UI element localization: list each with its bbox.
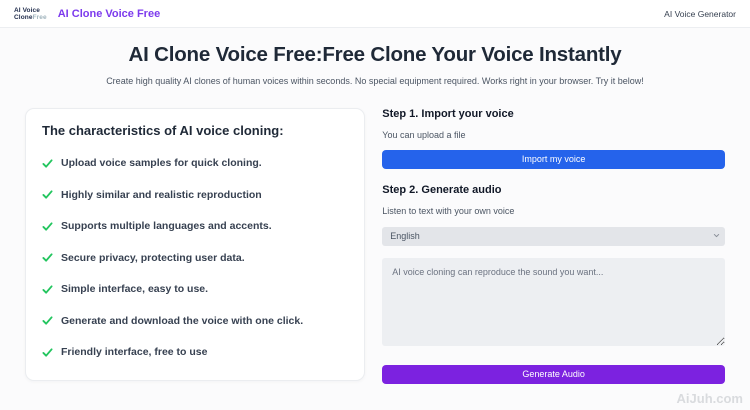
list-item: Simple interface, easy to use. (42, 283, 348, 295)
logo-line2: CloneFree (14, 13, 47, 21)
feature-text: Friendly interface, free to use (61, 346, 208, 358)
brand-logo[interactable]: AI Voice CloneFree (14, 7, 47, 21)
step1-description: You can upload a file (382, 130, 466, 140)
language-select-wrap: English (382, 226, 725, 246)
check-icon (42, 347, 53, 358)
feature-text: Generate and download the voice with one… (61, 314, 304, 327)
list-item: Supports multiple languages and accents. (42, 220, 348, 232)
brand-title[interactable]: AI Clone Voice Free (57, 7, 161, 20)
hero-section: AI Clone Voice Free:Free Clone Your Voic… (0, 43, 750, 86)
feature-text: Highly similar and realistic reproductio… (61, 188, 262, 201)
check-icon (42, 284, 53, 295)
feature-text: Simple interface, easy to use. (61, 283, 209, 295)
voice-text-input[interactable] (382, 257, 725, 346)
language-select[interactable]: English (382, 226, 725, 246)
main-content: The characteristics of AI voice cloning:… (0, 108, 750, 384)
feature-text: Supports multiple languages and accents. (61, 220, 272, 232)
step1-title: Step 1. Import your voice (382, 108, 514, 120)
check-icon (42, 189, 53, 200)
check-icon (42, 252, 53, 263)
list-item: Highly similar and realistic reproductio… (42, 189, 348, 201)
steps-panel: Step 1. Import your voice You can upload… (382, 108, 725, 384)
page-subtitle: Create high quality AI clones of human v… (106, 76, 644, 86)
logo-line1: AI Voice (14, 6, 40, 14)
import-voice-button[interactable]: Import my voice (382, 150, 725, 169)
features-card: The characteristics of AI voice cloning:… (25, 108, 366, 381)
nav-link-ai-voice-generator[interactable]: AI Voice Generator (664, 8, 736, 19)
check-icon (42, 158, 53, 169)
step2-description: Listen to text with your own voice (382, 206, 515, 216)
list-item: Friendly interface, free to use (42, 346, 348, 358)
list-item: Generate and download the voice with one… (42, 315, 348, 327)
check-icon (42, 315, 53, 326)
header: AI Voice CloneFree AI Clone Voice Free A… (0, 0, 750, 28)
list-item: Upload voice samples for quick cloning. (42, 157, 348, 169)
generate-audio-button[interactable]: Generate Audio (382, 364, 725, 384)
check-icon (42, 221, 53, 232)
page-title: AI Clone Voice Free:Free Clone Your Voic… (128, 43, 622, 66)
feature-text: Upload voice samples for quick cloning. (61, 157, 262, 169)
features-heading: The characteristics of AI voice cloning: (42, 123, 284, 138)
list-item: Secure privacy, protecting user data. (42, 252, 348, 264)
logo-free-label: Free (32, 13, 47, 21)
watermark: AiJuh.com (676, 391, 743, 406)
feature-text: Secure privacy, protecting user data. (61, 251, 245, 264)
step2-title: Step 2. Generate audio (382, 184, 502, 196)
